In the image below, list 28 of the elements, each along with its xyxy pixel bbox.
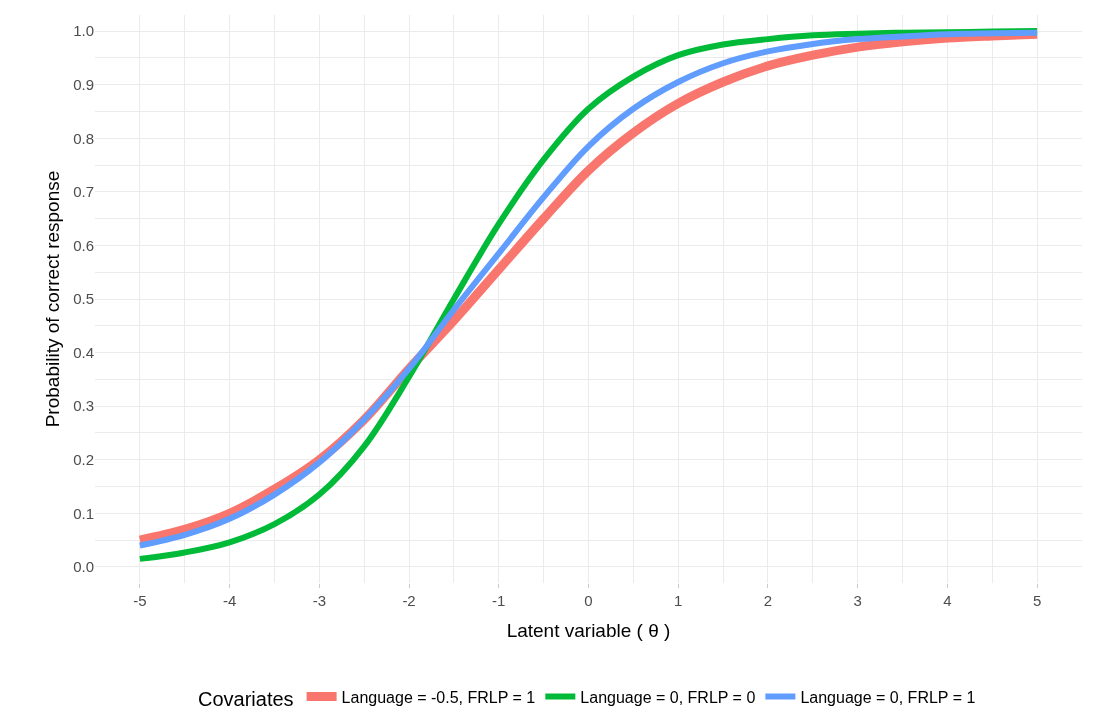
x-tick-label: -1 (492, 592, 506, 609)
y-tick-label: 0.4 (73, 343, 94, 361)
y-tick-label: 0.7 (73, 183, 94, 201)
x-tick-label: -5 (133, 592, 147, 609)
x-tick-label: 1 (674, 592, 683, 609)
x-tick-label: 4 (943, 592, 952, 609)
x-tick-label: -3 (312, 592, 326, 609)
x-tick-label: -4 (222, 592, 237, 609)
y-tick-label: 0.8 (73, 129, 94, 147)
legend-label: Language = -0.5, FRLP = 1 (341, 688, 536, 706)
y-tick-label: 0.9 (73, 75, 94, 93)
x-tick-label: -2 (402, 592, 416, 609)
y-axis-title: Probability of correct response (41, 170, 63, 428)
x-axis-title: Latent variable ( θ ) (506, 619, 671, 641)
x-tick-label: 2 (763, 592, 773, 609)
y-tick-label: 0.1 (73, 504, 94, 522)
legend-label: Language = 0, FRLP = 0 (580, 688, 756, 706)
y-tick-label: 1.0 (73, 22, 94, 40)
legend-title: Covariates (198, 687, 294, 710)
x-tick-label: 3 (853, 592, 862, 609)
x-tick-label: 5 (1032, 592, 1042, 609)
y-tick-label: 0.0 (73, 558, 94, 576)
legend-label: Language = 0, FRLP = 1 (800, 688, 976, 706)
y-tick-label: 0.5 (73, 290, 94, 308)
x-tick-label: 0 (584, 592, 593, 609)
y-tick-label: 0.3 (73, 397, 94, 415)
y-tick-label: 0.6 (73, 236, 94, 254)
y-tick-label: 0.2 (73, 451, 94, 468)
